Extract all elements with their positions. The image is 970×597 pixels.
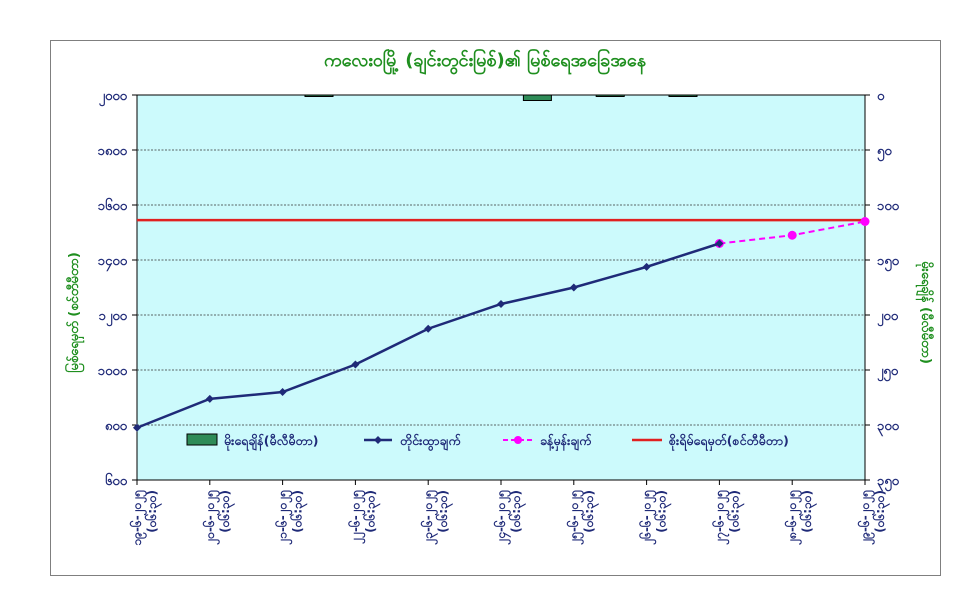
y-left-tick-label: ၁၀၀၀ [98,364,128,379]
observed-point [642,262,651,271]
rainfall-bar [522,94,552,101]
x-tick-label-date: ၂၉-၆-၂၀၂၅ [856,490,876,546]
y-right-tick-label: ၃၀၀ [877,419,900,437]
y-left-tick-label: ၈၀၀ [105,419,128,434]
observed-point [715,239,724,248]
x-tick-label-date: ၂၃-၆-၂၀၂၅ [419,490,439,546]
observed-point [278,388,287,396]
y-right-axis-title: မိုးရေချိန် (မီလီမီတာ) [915,261,935,364]
y-right-tick-label: ၁၅၀ [877,254,900,272]
x-tick-label-date: ၂၇-၆-၂၀၂၅ [710,490,730,546]
chart-title: ကလေးဝမြို့ (ချင်းတွင်းမြစ်)၏ မြစ်ရေအခြေအ… [324,48,647,75]
y-left-tick-label: ၁၈၀၀ [98,144,128,159]
x-tick-label-time: (၀၆:၃၀) [725,490,745,533]
legend-marker-observed [374,436,382,444]
observed-point [569,283,578,292]
observed-point [424,324,433,333]
y-right-tick-label: ၃၅၀ [877,474,900,492]
observed-point [205,394,214,403]
x-tick-label-time: (၀၆:၃၀) [361,490,381,533]
forecast-point [787,230,797,240]
legend-label-forecast: ခန့်မှန်းချက် [540,432,592,452]
x-tick-label-time: (၀၆:၃၀) [507,490,527,533]
y-right-tick-label: ၂၅၀ [877,364,899,382]
y-left-axis-title: မြစ်ရေမှတ် (စင်တီမီတာ) [64,252,85,373]
rainfall-bar [668,94,698,97]
x-tick-label-date: ၂၁-၆-၂၀၂၅ [274,490,294,546]
x-tick-label-date: ၂၄-၆-၂၀၂၅ [492,490,512,546]
rainfall-bar [304,94,334,97]
y-left-tick-label: ၁၂၀၀ [99,309,128,327]
legend-marker-forecast [514,436,522,444]
legend-label-observed: တိုင်းထွာချက် [400,432,462,452]
observed-point [497,300,505,308]
y-left-tick-label: ၆၀၀ [105,472,128,489]
y-left-tick-label: ၂၀၀၀ [99,89,128,107]
x-tick-label-date: ၂၆-၆-၂၀၂၅ [638,490,658,546]
rainfall-bar [595,94,625,97]
x-tick-label-time: (၀၆:၃၀) [580,490,600,533]
x-tick-label-date: ၂၀-၆-၂၀၂၅ [201,490,221,546]
y-right-tick-label: ၁၀၀ [877,199,900,214]
x-tick-label-date: ၁၉-၆-၂၀၂၅ [128,490,148,546]
x-tick-label-date: ၂၈-၆-၂၀၂၅ [783,490,803,546]
observed-point [133,423,141,432]
x-tick-label-time: (၀၆:၃၀) [143,490,163,533]
x-tick-label-date: ၂၅-၆-၂၀၂၅ [565,490,585,546]
x-tick-label-time: (၀၆:၃၀) [289,490,309,533]
x-tick-label-time: (၀၆:၃၀) [871,490,891,533]
x-tick-label-time: (၀၆:၃၀) [434,490,454,533]
observed-point [351,360,360,369]
x-tick-label-time: (၀၆:၃၀) [653,490,673,533]
legend-label-warning: စိုးရိမ်ရေမှတ်(စင်တီမီတာ) [668,432,789,452]
y-right-tick-label: ၅၀ [877,144,892,162]
forecast-point [860,217,870,226]
legend-swatch-rainfall [186,433,218,446]
y-right-tick-label: ၂၀၀ [877,309,899,327]
plot-area [136,94,866,481]
y-right-tick-label: ၀ [877,89,885,104]
legend-label-rainfall: မိုးရေချိန်(မီလီမီတာ) [224,432,319,452]
x-tick-label-time: (၀၆:၃၀) [798,490,818,533]
x-tick-label-date: ၂၂-၆-၂၀၂၅ [346,490,366,545]
y-left-tick-label: ၁၆၀၀ [98,197,128,214]
x-tick-label-time: (၀၆:၃၀) [216,490,236,533]
y-left-tick-label: ၁၄၀၀ [98,254,128,272]
